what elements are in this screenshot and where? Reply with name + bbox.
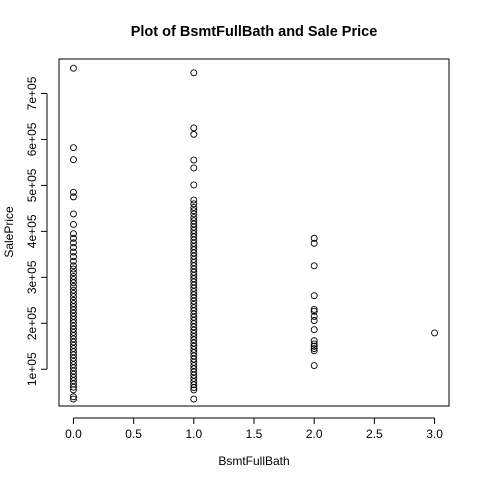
data-point: [310, 262, 318, 270]
data-point: [190, 156, 198, 164]
data-point: [310, 317, 318, 324]
data-point: [310, 337, 318, 345]
data-point: [310, 239, 318, 247]
x-tick-label: 3.0: [426, 427, 443, 441]
data-point: [190, 181, 198, 189]
data-point: [69, 193, 77, 201]
y-axis-label: SalePrice: [2, 206, 16, 258]
data-point: [190, 207, 198, 215]
data-point: [69, 289, 77, 297]
x-tick-label: 0.0: [65, 427, 82, 441]
y-tick-label: 7e+05: [25, 76, 39, 110]
data-points: [69, 64, 439, 403]
y-tick-label: 3e+05: [25, 260, 39, 294]
chart-title: Plot of BsmtFullBath and Sale Price: [131, 24, 378, 40]
data-point: [310, 234, 318, 242]
data-point: [69, 188, 77, 196]
data-point: [310, 306, 318, 313]
data-point: [69, 283, 77, 290]
data-point: [310, 312, 318, 320]
data-point: [69, 383, 77, 391]
data-point: [69, 279, 77, 287]
x-tick-label: 2.0: [306, 427, 323, 441]
data-point: [190, 124, 198, 132]
y-tick-label: 1e+05: [25, 352, 39, 386]
data-point: [69, 276, 77, 284]
x-tick-label: 1.5: [246, 427, 263, 441]
data-point: [69, 239, 77, 247]
data-point: [69, 64, 77, 72]
x-axis: 0.0 0.5 1.0 1.5 2.0 2.5 3.0: [65, 417, 443, 441]
x-tick-label: 2.5: [366, 427, 383, 441]
data-point: [69, 257, 77, 265]
y-tick-label: 6e+05: [25, 122, 39, 156]
data-point: [190, 200, 198, 208]
data-point: [69, 156, 77, 164]
data-point: [69, 265, 77, 273]
data-point: [69, 230, 77, 238]
data-point: [69, 243, 77, 251]
data-point: [310, 347, 318, 355]
data-point: [190, 381, 198, 389]
data-point: [190, 196, 198, 204]
data-point: [69, 248, 77, 256]
data-point: [190, 384, 198, 392]
data-point: [69, 144, 77, 152]
data-point: [69, 293, 77, 301]
data-point: [69, 393, 77, 401]
data-point: [190, 386, 198, 394]
data-point: [431, 329, 439, 337]
data-point: [310, 345, 318, 352]
data-point: [69, 395, 77, 403]
data-point: [69, 210, 77, 218]
x-tick-label: 1.0: [185, 427, 202, 441]
y-tick-label: 2e+05: [25, 306, 39, 340]
data-point: [310, 362, 318, 369]
data-point: [69, 269, 77, 277]
x-tick-label: 0.5: [125, 427, 142, 441]
data-point: [69, 221, 77, 228]
data-point: [190, 210, 198, 218]
data-point: [310, 342, 318, 350]
y-axis: 1e+05 2e+05 3e+05 4e+05 5e+05 6e+05 7e+05: [25, 76, 48, 386]
y-tick-label: 5e+05: [25, 168, 39, 202]
data-point: [310, 340, 318, 348]
data-point: [310, 292, 318, 300]
data-point: [69, 262, 77, 270]
plot-frame: [58, 58, 450, 407]
data-point: [69, 234, 77, 242]
data-point: [190, 130, 198, 138]
data-point: [190, 69, 198, 77]
data-point: [190, 164, 198, 172]
data-point: [69, 253, 77, 261]
data-point: [190, 395, 198, 403]
data-point: [310, 326, 318, 334]
data-point: [69, 386, 77, 394]
data-point: [310, 307, 318, 315]
x-axis-label: BsmtFullBath: [218, 454, 289, 468]
y-tick-label: 4e+05: [25, 214, 39, 248]
